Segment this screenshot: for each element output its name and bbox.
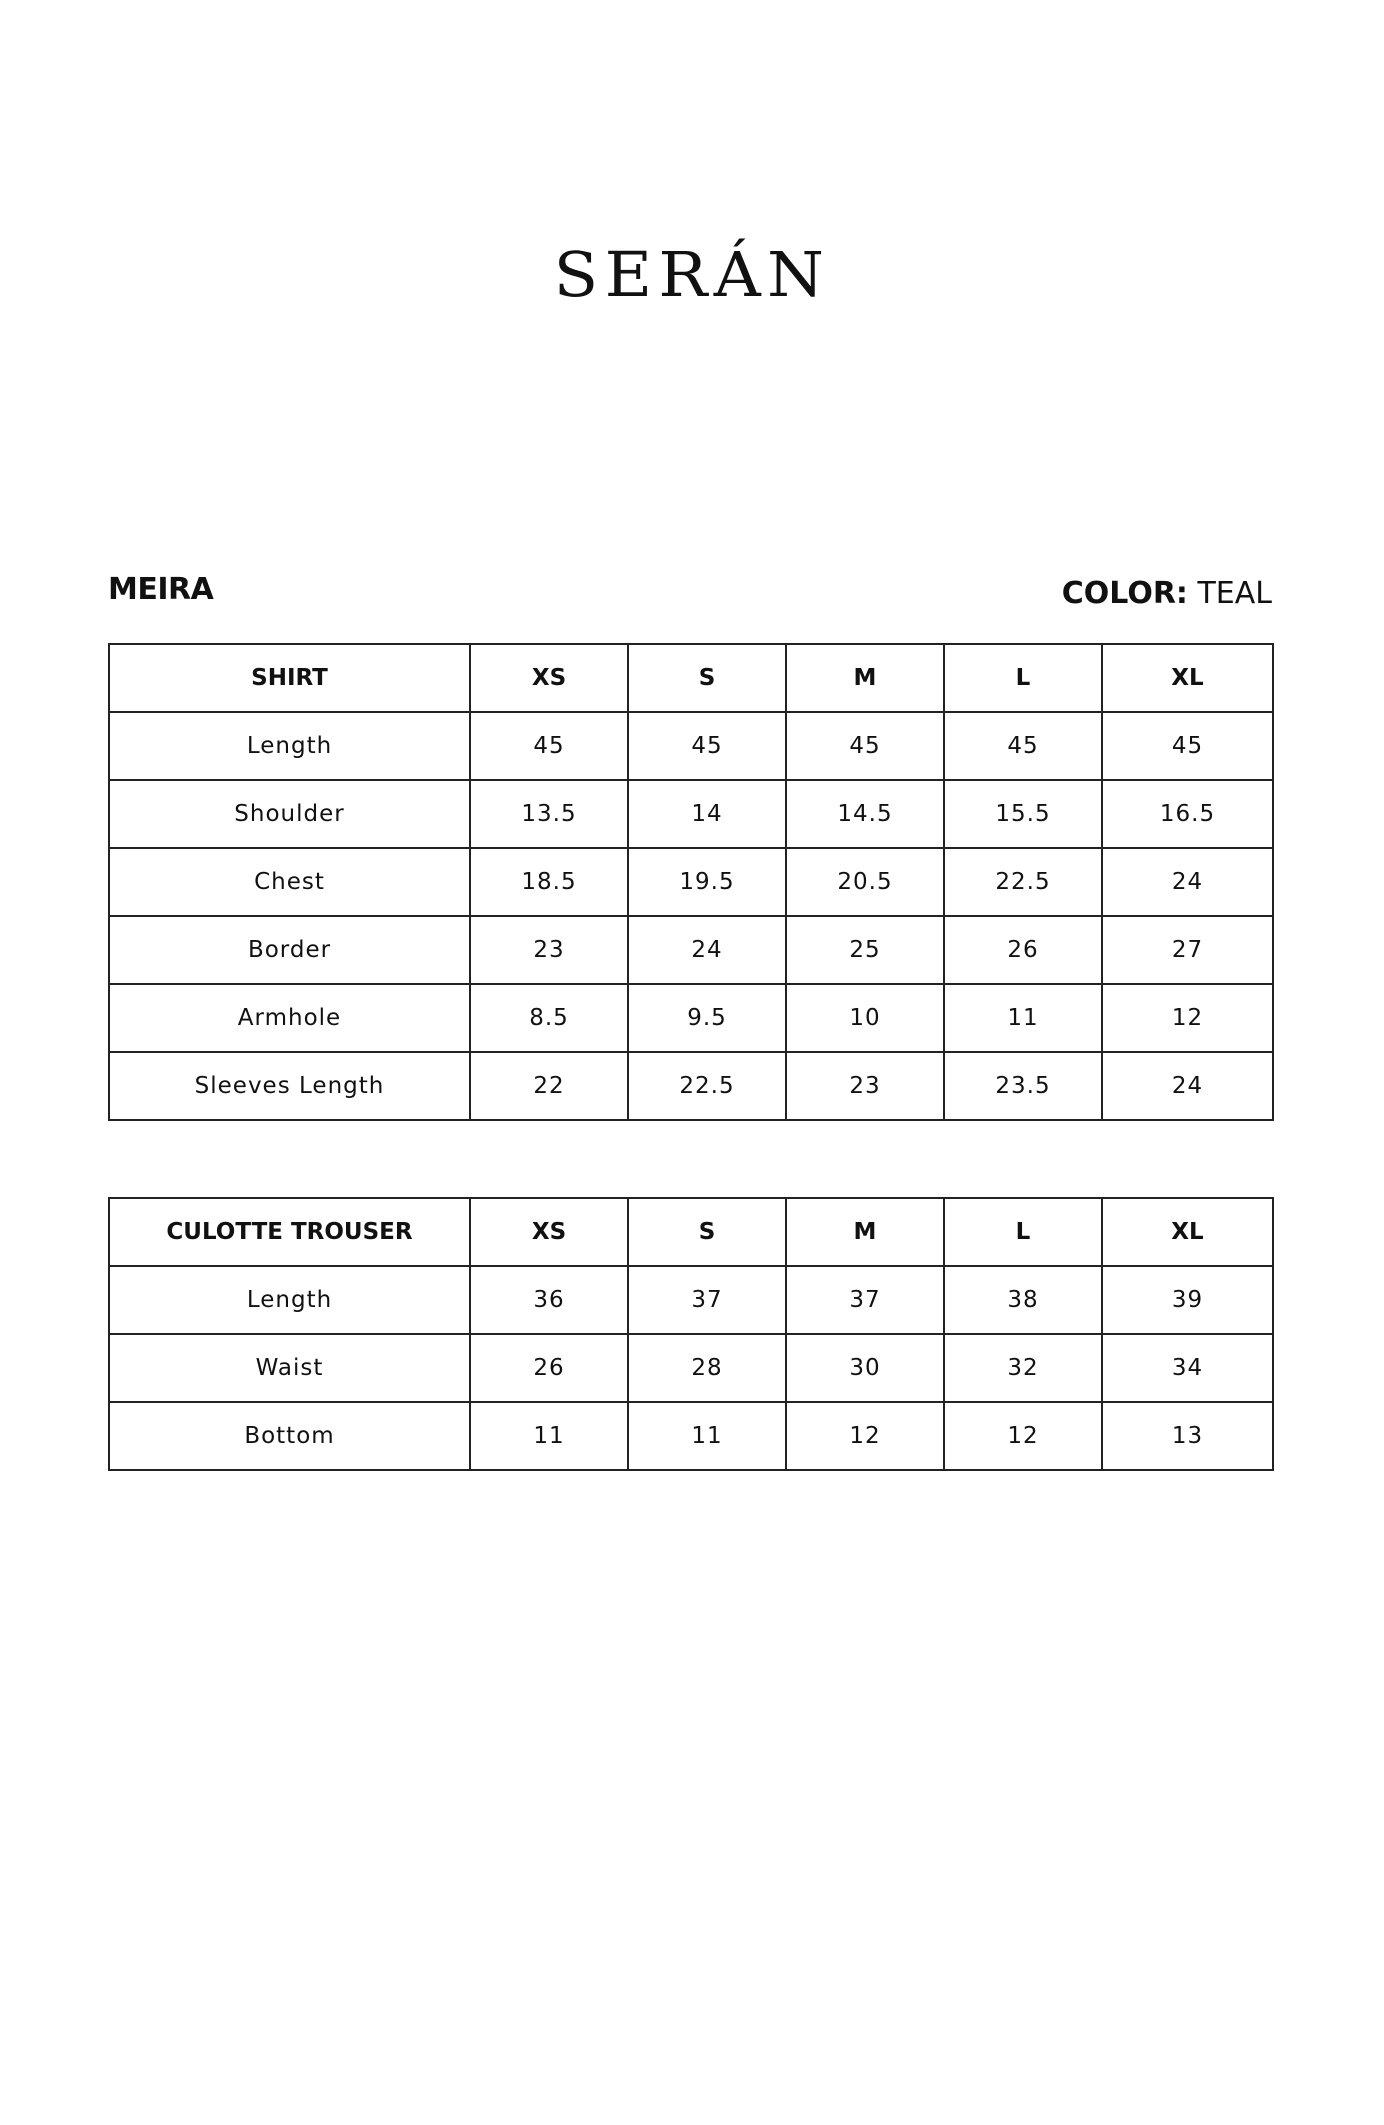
measurement-label: Waist [108,1333,471,1403]
table-row: Waist 26 28 30 32 34 [108,1333,1274,1403]
table-row: Chest 18.5 19.5 20.5 22.5 24 [108,847,1274,917]
measurement-value: 10 [785,983,945,1053]
column-header: XS [469,1197,629,1267]
measurement-value: 19.5 [627,847,787,917]
measurement-value: 12 [1101,983,1274,1053]
measurement-value: 8.5 [469,983,629,1053]
measurement-value: 16.5 [1101,779,1274,849]
measurement-label: Length [108,1265,471,1335]
column-header: M [785,643,945,713]
column-header: S [627,643,787,713]
measurement-value: 11 [469,1401,629,1471]
measurement-value: 23 [469,915,629,985]
table-row: Length 45 45 45 45 45 [108,711,1274,781]
measurement-value: 37 [627,1265,787,1335]
measurement-label: Sleeves Length [108,1051,471,1121]
measurement-value: 15.5 [943,779,1103,849]
measurement-value: 24 [1101,1051,1274,1121]
measurement-value: 13.5 [469,779,629,849]
measurement-value: 24 [627,915,787,985]
measurement-value: 36 [469,1265,629,1335]
product-color: COLOR: TEAL [1062,576,1272,611]
measurement-value: 22 [469,1051,629,1121]
column-header: S [627,1197,787,1267]
measurement-value: 27 [1101,915,1274,985]
measurement-value: 14 [627,779,787,849]
measurement-value: 39 [1101,1265,1274,1335]
column-header: L [943,1197,1103,1267]
measurement-value: 22.5 [943,847,1103,917]
header-row: SHIRT XS S M L XL [108,643,1274,713]
measurement-value: 34 [1101,1333,1274,1403]
table-row: Sleeves Length 22 22.5 23 23.5 24 [108,1051,1274,1121]
column-header: XL [1101,1197,1274,1267]
measurement-value: 14.5 [785,779,945,849]
measurement-value: 9.5 [627,983,787,1053]
column-header: CULOTTE TROUSER [108,1197,471,1267]
measurement-value: 11 [627,1401,787,1471]
measurement-value: 20.5 [785,847,945,917]
measurement-value: 13 [1101,1401,1274,1471]
measurement-value: 37 [785,1265,945,1335]
trouser-size-table: CULOTTE TROUSER XS S M L XL Length 36 37 37 38 39 Wa… [108,1197,1274,1471]
measurement-value: 30 [785,1333,945,1403]
column-header: XS [469,643,629,713]
color-label: COLOR: [1061,576,1188,611]
measurement-value: 45 [627,711,787,781]
measurement-label: Bottom [108,1401,471,1471]
measurement-value: 22.5 [627,1051,787,1121]
measurement-value: 18.5 [469,847,629,917]
color-value: TEAL [1197,576,1272,611]
measurement-label: Length [108,711,471,781]
table-row: Bottom 11 11 12 12 13 [108,1401,1274,1471]
table-row: Border 23 24 25 26 27 [108,915,1274,985]
measurement-value: 45 [469,711,629,781]
measurement-value: 25 [785,915,945,985]
column-header: SHIRT [108,643,471,713]
measurement-value: 45 [943,711,1103,781]
shirt-size-table: SHIRT XS S M L XL Length 45 45 45 45 45 Shoulder 13.5… [108,643,1274,1121]
column-header: L [943,643,1103,713]
measurement-value: 38 [943,1265,1103,1335]
product-name: MEIRA [108,572,214,607]
measurement-label: Border [108,915,471,985]
measurement-value: 26 [469,1333,629,1403]
measurement-value: 23.5 [943,1051,1103,1121]
measurement-label: Armhole [108,983,471,1053]
header-row: CULOTTE TROUSER XS S M L XL [108,1197,1274,1267]
brand-logo: SERÁN [553,238,831,311]
measurement-label: Shoulder [108,779,471,849]
measurement-value: 26 [943,915,1103,985]
measurement-value: 45 [1101,711,1274,781]
measurement-value: 11 [943,983,1103,1053]
measurement-value: 12 [943,1401,1103,1471]
measurement-value: 32 [943,1333,1103,1403]
measurement-value: 24 [1101,847,1274,917]
measurement-value: 45 [785,711,945,781]
table-row: Shoulder 13.5 14 14.5 15.5 16.5 [108,779,1274,849]
measurement-value: 23 [785,1051,945,1121]
measurement-value: 28 [627,1333,787,1403]
table-row: Armhole 8.5 9.5 10 11 12 [108,983,1274,1053]
table-row: Length 36 37 37 38 39 [108,1265,1274,1335]
column-header: M [785,1197,945,1267]
measurement-value: 12 [785,1401,945,1471]
column-header: XL [1101,643,1274,713]
measurement-label: Chest [108,847,471,917]
